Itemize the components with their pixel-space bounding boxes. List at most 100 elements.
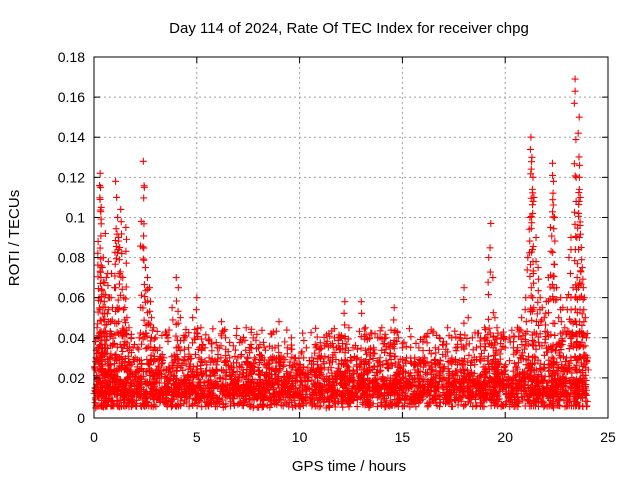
data-point xyxy=(213,367,221,375)
data-point xyxy=(485,254,493,262)
data-point xyxy=(101,279,109,287)
data-point xyxy=(479,363,487,371)
data-point xyxy=(186,384,194,392)
data-point xyxy=(534,287,542,295)
data-point xyxy=(551,213,559,221)
data-point xyxy=(121,389,129,397)
data-point xyxy=(535,275,543,283)
data-point xyxy=(255,390,263,398)
data-point xyxy=(580,318,588,326)
data-point xyxy=(269,386,277,394)
data-point xyxy=(162,385,170,393)
data-point xyxy=(439,389,447,397)
y-tick-label: 0.02 xyxy=(58,370,85,386)
data-point xyxy=(177,376,185,384)
data-point xyxy=(101,358,109,366)
data-point xyxy=(101,316,109,324)
data-point xyxy=(546,384,554,392)
data-point xyxy=(529,294,537,302)
data-point xyxy=(362,331,370,339)
data-point xyxy=(191,351,199,359)
data-point xyxy=(514,359,522,367)
data-point xyxy=(536,366,544,374)
data-point xyxy=(532,234,540,241)
data-point xyxy=(122,235,130,243)
data-point xyxy=(448,357,456,365)
data-point xyxy=(283,344,291,352)
data-point xyxy=(406,403,414,411)
data-point xyxy=(242,358,250,366)
data-point xyxy=(260,396,268,404)
data-point xyxy=(307,329,315,337)
data-point xyxy=(143,332,151,340)
data-point xyxy=(174,284,182,292)
data-point xyxy=(297,394,305,402)
data-point xyxy=(345,403,353,411)
data-point xyxy=(459,343,467,351)
data-point xyxy=(170,381,178,389)
data-point xyxy=(465,376,473,384)
data-point xyxy=(524,254,532,262)
data-point xyxy=(488,359,496,367)
data-point xyxy=(237,350,245,358)
data-point xyxy=(114,296,122,304)
data-point xyxy=(143,274,151,282)
data-point xyxy=(214,350,222,358)
data-point xyxy=(271,379,279,387)
data-point xyxy=(509,344,517,352)
data-point xyxy=(147,351,155,359)
data-point xyxy=(521,378,529,386)
data-point xyxy=(529,242,537,250)
data-point xyxy=(152,334,160,342)
data-point xyxy=(250,402,258,410)
data-point xyxy=(391,326,399,334)
data-point xyxy=(513,380,521,388)
data-point xyxy=(317,352,325,360)
data-point xyxy=(101,351,109,359)
data-point xyxy=(118,230,126,238)
data-point xyxy=(343,363,351,371)
data-point xyxy=(576,230,584,238)
data-point xyxy=(200,379,208,387)
data-point xyxy=(299,329,307,337)
data-point xyxy=(185,402,193,410)
data-point xyxy=(540,364,548,372)
x-tick-label: 20 xyxy=(497,429,513,445)
data-point xyxy=(140,194,148,202)
data-point xyxy=(128,380,136,388)
data-point xyxy=(361,346,369,354)
data-point xyxy=(330,334,338,342)
data-point xyxy=(453,372,461,380)
data-point xyxy=(238,338,246,346)
data-point xyxy=(367,329,375,337)
data-point xyxy=(235,400,243,408)
data-point xyxy=(405,376,413,384)
data-point xyxy=(150,380,158,388)
data-point xyxy=(316,390,324,398)
data-point xyxy=(115,280,123,288)
data-point xyxy=(409,390,417,398)
data-point xyxy=(110,360,118,368)
data-point xyxy=(242,324,250,332)
data-point xyxy=(578,256,586,264)
data-point xyxy=(545,309,553,317)
data-point xyxy=(537,390,545,398)
data-point xyxy=(111,260,119,268)
data-point xyxy=(172,274,180,282)
data-point xyxy=(491,401,499,409)
data-point xyxy=(582,376,590,384)
data-point xyxy=(509,379,517,387)
data-point xyxy=(481,324,489,332)
data-point xyxy=(577,280,585,288)
data-point xyxy=(373,403,381,411)
data-point xyxy=(358,387,366,395)
data-point xyxy=(383,397,391,405)
data-point xyxy=(140,390,148,398)
data-point xyxy=(337,345,345,353)
data-point xyxy=(506,357,514,365)
data-point xyxy=(460,402,468,410)
data-point xyxy=(341,321,349,329)
data-point xyxy=(402,343,410,351)
data-point xyxy=(445,398,453,406)
